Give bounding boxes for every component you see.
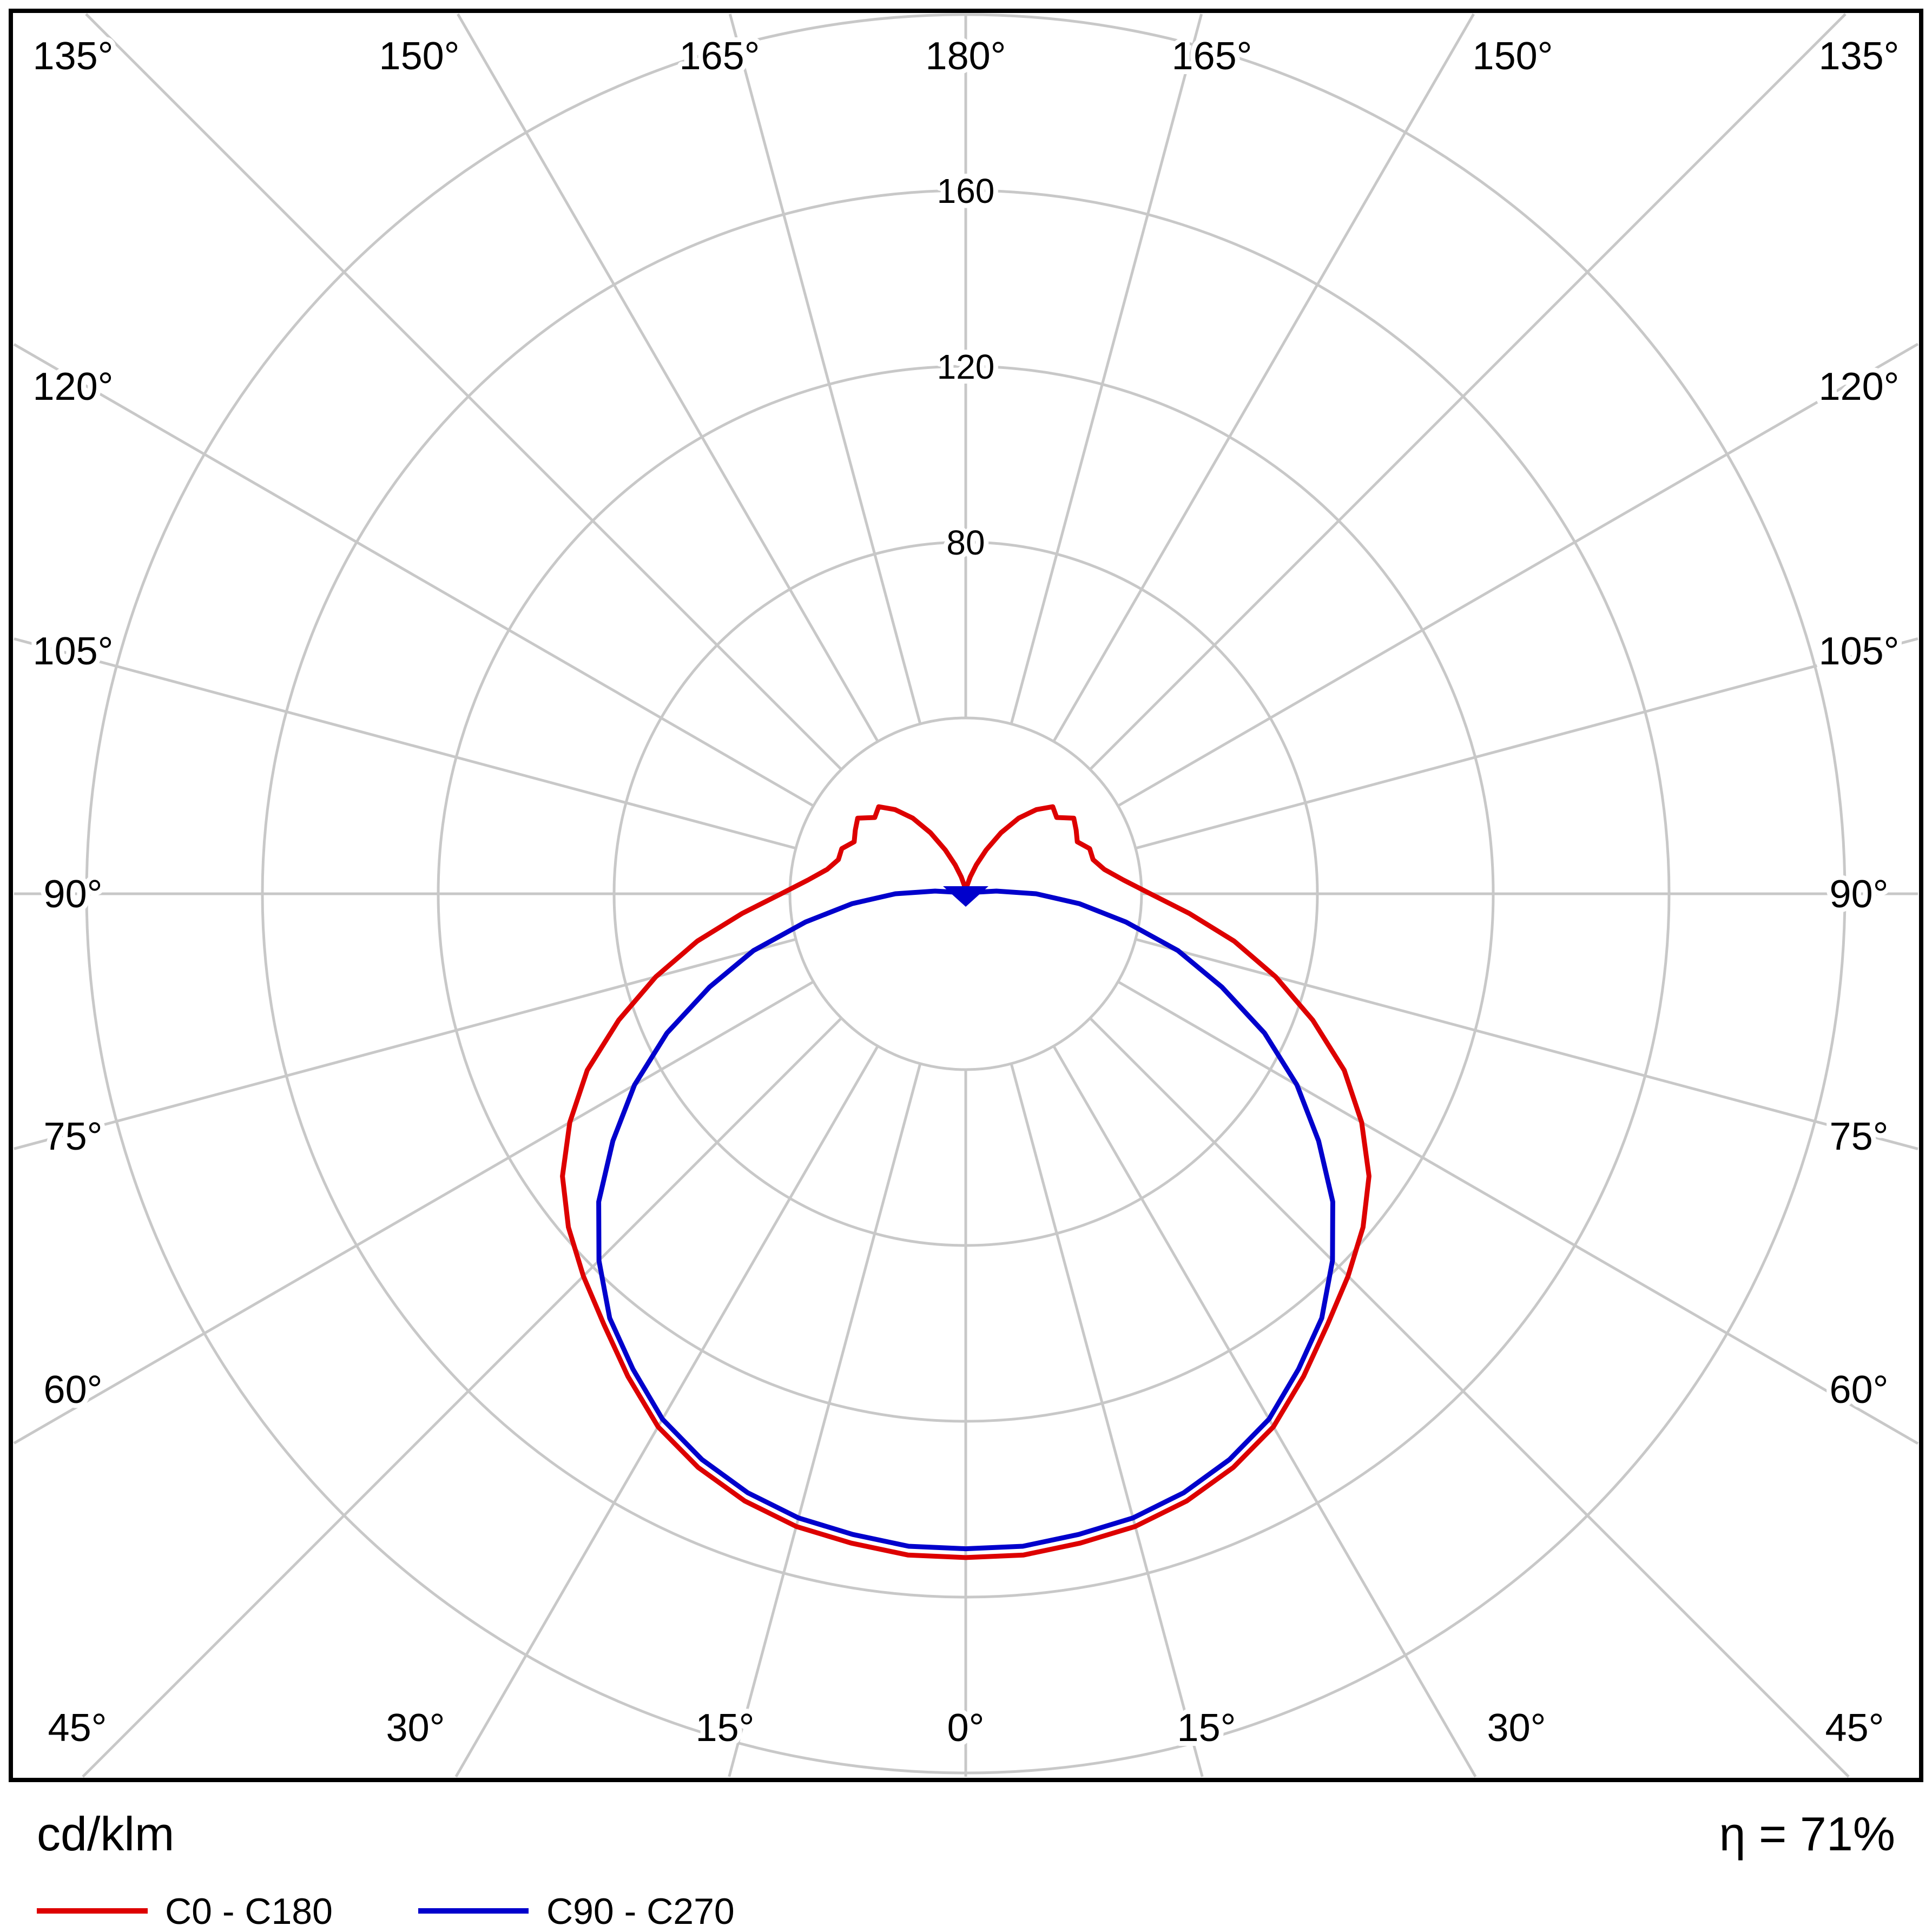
- angle-label: 45°: [1825, 1706, 1884, 1750]
- angle-label: 90°: [44, 873, 103, 916]
- radial-tick-label: 120: [937, 347, 995, 386]
- angle-label: 165°: [1172, 35, 1252, 78]
- grid-radial-line: [14, 637, 796, 850]
- beam-direction-arrow: [943, 886, 988, 907]
- grid-radial-line: [13, 343, 814, 807]
- curve-c90-c270: [596, 888, 1335, 1552]
- grid-radial-line: [1135, 938, 1918, 1151]
- angle-label: 150°: [379, 35, 460, 78]
- angle-label: 120°: [1819, 365, 1900, 408]
- angle-label: 15°: [696, 1706, 755, 1750]
- grid-radial-line: [1135, 637, 1918, 850]
- angle-label: 30°: [386, 1706, 445, 1750]
- angle-label: 15°: [1177, 1706, 1236, 1750]
- grid-radial-line: [457, 13, 879, 742]
- grid-radial-line: [1089, 1017, 1850, 1778]
- grid-radial-line: [1089, 13, 1847, 770]
- footer: cd/klm η = 71% C0 - C180 C90 - C270: [32, 1802, 1900, 1932]
- angle-label: 60°: [1830, 1368, 1889, 1412]
- grid-radial-line: [14, 938, 796, 1150]
- grid-radial-line: [13, 980, 814, 1445]
- angle-label: 45°: [48, 1706, 107, 1750]
- angle-label: 120°: [33, 365, 114, 408]
- grid-radial-line: [1117, 980, 1919, 1445]
- curve-c0-c180: [560, 804, 1371, 1560]
- intensity-curves: [560, 804, 1371, 1560]
- angle-label: 135°: [1819, 35, 1900, 78]
- legend-label-c90-c270: C90 - C270: [546, 1891, 735, 1932]
- angle-label: 60°: [44, 1368, 103, 1412]
- grid-radial-line: [1052, 13, 1475, 742]
- radial-tick-label: 80: [946, 523, 985, 562]
- grid-radial-line: [1010, 1063, 1204, 1777]
- angle-label: 105°: [33, 630, 114, 673]
- angle-label: 135°: [33, 35, 114, 78]
- angle-label: 180°: [926, 35, 1006, 78]
- polar-grid: [13, 13, 1919, 1778]
- grid-radial-line: [728, 14, 922, 724]
- angle-label: 75°: [1830, 1115, 1889, 1158]
- legend-label-c0-c180: C0 - C180: [165, 1891, 333, 1932]
- angle-label: 105°: [1819, 630, 1900, 673]
- axis-labels: 135° 150° 165° 180° 165° 150° 135° 45° 30° 15° 0° 1…: [28, 30, 1904, 1755]
- angle-label: 150°: [1473, 35, 1553, 78]
- unit-label: cd/klm: [37, 1807, 174, 1861]
- angle-label: 0°: [947, 1706, 985, 1750]
- radial-tick-label: 160: [937, 172, 995, 210]
- grid-radial-line: [82, 1017, 842, 1778]
- chart-frame: [9, 9, 1923, 1782]
- efficiency-label: η = 71%: [1719, 1807, 1895, 1861]
- grid-radial-line: [454, 1045, 879, 1778]
- grid-radial-line: [1052, 1045, 1477, 1778]
- grid-radial-line: [1010, 14, 1203, 724]
- angle-label: 30°: [1487, 1706, 1546, 1750]
- grid-radial-line: [1117, 342, 1919, 807]
- angle-label: 165°: [680, 35, 760, 78]
- angle-label: 75°: [44, 1115, 103, 1158]
- angle-label: 90°: [1830, 873, 1889, 916]
- grid-radial-line: [728, 1063, 922, 1777]
- grid-radial-line: [85, 13, 842, 770]
